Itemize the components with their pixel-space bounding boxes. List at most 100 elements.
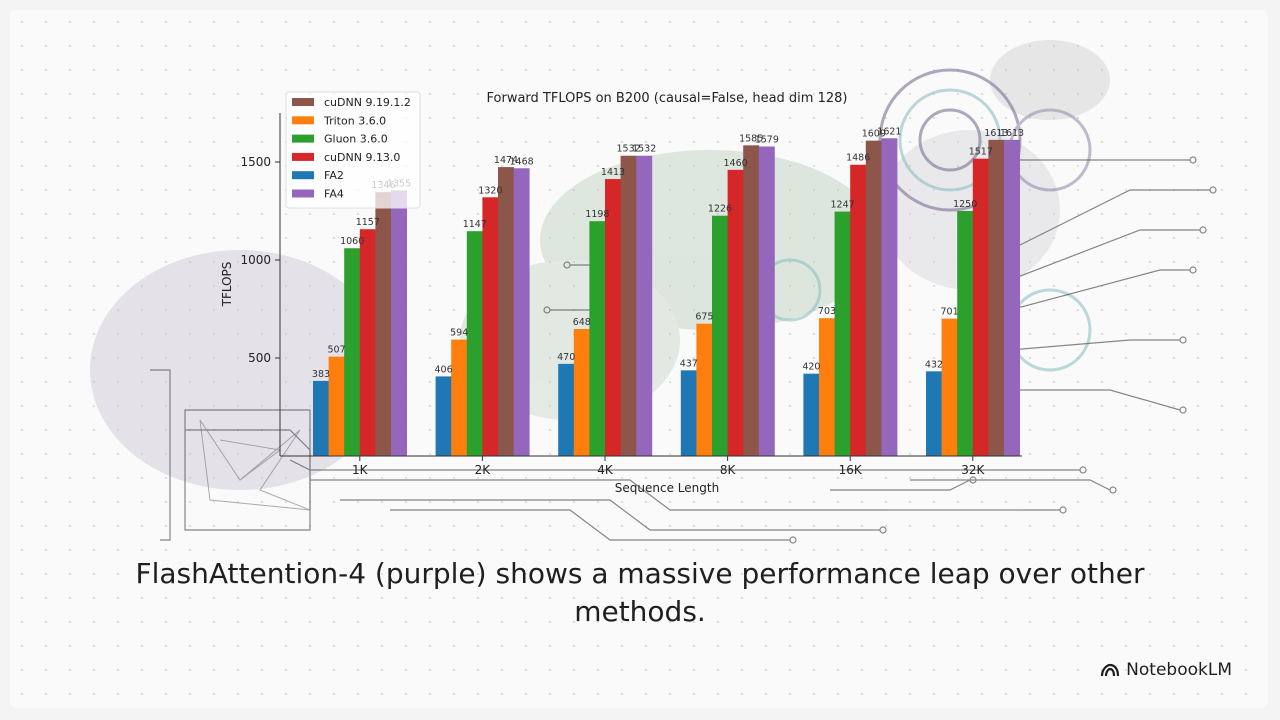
legend-label: FA4 [324,188,344,201]
bar-value-label: 648 [573,317,591,328]
brand-label: NotebookLM [1126,660,1232,680]
bar-value-label: 507 [328,345,346,356]
bar-value-label: 1460 [724,158,748,169]
bar-fa2-1k [313,380,329,456]
legend-label: FA2 [324,169,344,182]
bar-value-label: 1060 [340,236,364,247]
bar-fa2-16k [803,373,820,456]
bar-value-label: 470 [557,352,575,363]
bar-cudnn-9-13-0-2k [482,197,499,456]
brand: NotebookLM [1100,660,1232,680]
bar-gluon-3-6-0-8k [712,215,728,456]
bar-cudnn-9-19-1-2-16k [865,140,882,457]
bar-cudnn-9-13-0-1k [359,229,376,456]
x-tick-label: 32K [961,463,985,477]
bar-value-label: 383 [312,369,330,380]
bar-fa4-16k [881,138,898,456]
bar-value-label: 1609 [862,129,886,140]
bar-cudnn-9-19-1-2-4k [620,155,637,456]
chart-title: Forward TFLOPS on B200 (causal=False, he… [487,91,848,106]
bar-value-label: 1250 [953,199,977,210]
legend-box [285,91,421,209]
bar-value-label: 1468 [510,156,534,167]
bar-value-label: 1613 [1000,128,1024,139]
bar-triton-3-6-0-16k [819,318,835,456]
bar-gluon-3-6-0-4k [589,221,606,456]
y-tick-label: 1500 [240,155,271,169]
bar-cudnn-9-19-1-2-1k [375,192,392,456]
bar-value-label: 675 [695,312,713,323]
bar-triton-3-6-0-4k [573,328,590,456]
legend-label: Gluon 3.6.0 [324,133,388,146]
bar-fa4-1k [391,190,407,457]
x-tick-label: 16K [839,463,863,477]
x-axis-label: Sequence Length [615,481,719,495]
bar-triton-3-6-0-8k [696,323,713,456]
x-tick-label: 4K [597,463,614,477]
legend-swatch [292,171,314,180]
bar-value-label: 1198 [585,209,609,220]
bar-value-label: 701 [941,307,959,318]
bar-fa2-4k [558,363,575,456]
bar-fa4-4k [636,155,653,456]
bar-fa2-32k [926,371,942,456]
x-tick-label: 8K [720,463,737,477]
bar-value-label: 1247 [831,200,855,211]
bar-value-label: 1147 [463,219,487,230]
bar-cudnn-9-13-0-4k [605,179,621,456]
bar-fa2-2k [435,376,452,456]
bar-cudnn-9-13-0-8k [727,169,744,456]
bar-triton-3-6-0-2k [451,339,468,456]
bar-value-label: 1585 [739,133,763,144]
bar-cudnn-9-13-0-32k [972,158,989,456]
y-ticks-group: 500 1000 1500 [240,155,280,365]
bar-value-label: 1579 [755,135,779,146]
bar-gluon-3-6-0-32k [957,211,974,456]
bar-value-label: 1486 [846,153,870,164]
y-tick-label: 500 [248,351,271,365]
bar-gluon-3-6-0-1k [344,248,361,456]
legend-label: cuDNN 9.13.0 [324,151,400,164]
bar-value-label: 1517 [969,147,993,158]
notebooklm-logo-icon [1101,663,1120,677]
bar-value-label: 1157 [356,217,380,228]
bar-cudnn-9-19-1-2-2k [498,167,514,456]
legend-label: cuDNN 9.19.1.2 [324,96,411,109]
bar-value-label: 1474 [494,155,518,166]
x-ticks-group: 1K 2K 4K 8K 16K 32K [352,456,985,477]
legend-label: Triton 3.6.0 [323,114,386,127]
x-tick-label: 2K [475,463,492,477]
x-tick-label: 1K [352,463,369,477]
bar-value-label: 1532 [617,144,641,155]
y-axis-label: TFLOPS [220,262,234,308]
bar-value-label: 1621 [877,126,901,137]
chart: Forward TFLOPS on B200 (causal=False, he… [220,91,1024,495]
bar-value-label: 1532 [632,144,656,155]
bar-triton-3-6-0-32k [941,318,958,456]
bar-value-label: 1226 [708,204,732,215]
bar-value-label: 1320 [478,185,502,196]
bar-fa2-8k [680,370,697,456]
y-tick-label: 1000 [240,253,271,267]
bar-value-label: 1613 [984,128,1008,139]
bar-value-label: 420 [802,362,820,373]
bar-fa4-8k [758,146,775,457]
slide-caption: FlashAttention-4 (purple) shows a massiv… [135,557,1145,628]
legend-swatch [292,134,314,143]
legend-swatch [292,189,314,198]
bar-fa4-2k [513,168,530,456]
bars-group [313,138,1020,457]
bar-value-label: 432 [925,359,943,370]
bar-labels-group: 3835071060115713461355406594114713201474… [312,126,1024,380]
bar-cudnn-9-13-0-16k [850,164,867,456]
legend-swatch [292,152,314,161]
bar-value-label: 1413 [601,167,625,178]
slide: Forward TFLOPS on B200 (causal=False, he… [10,10,1268,708]
circuit-lines [150,156,1217,544]
bar-fa4-32k [1004,139,1020,457]
bar-gluon-3-6-0-16k [834,211,851,456]
legend-swatch [292,116,314,125]
bar-value-label: 406 [435,364,453,375]
bar-cudnn-9-19-1-2-32k [988,139,1005,457]
bar-cudnn-9-19-1-2-8k [743,145,760,456]
